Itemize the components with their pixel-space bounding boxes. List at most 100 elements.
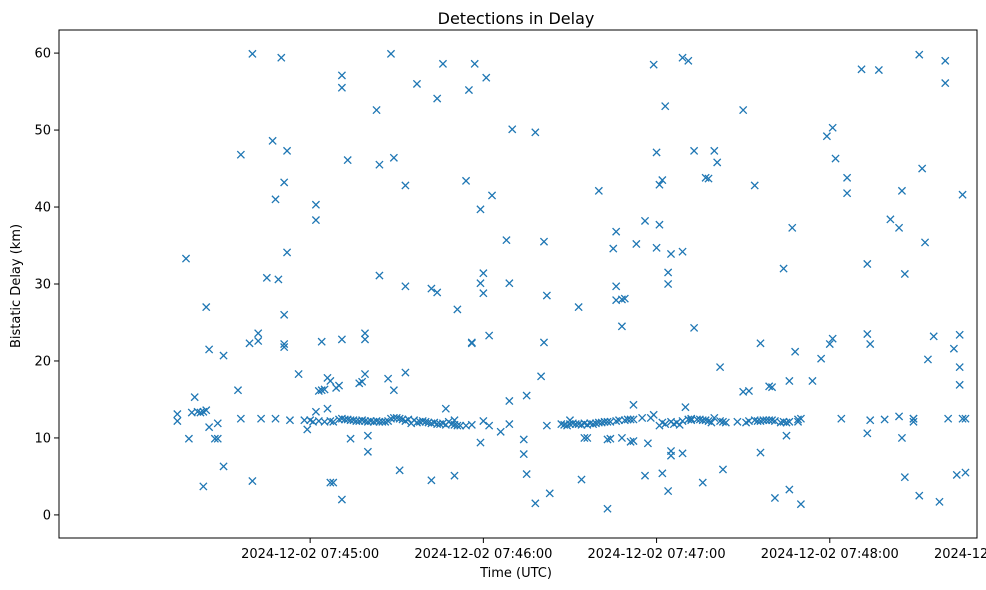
data-point <box>678 247 687 256</box>
data-point <box>920 238 930 247</box>
data-point <box>923 355 932 364</box>
data-point <box>617 295 626 304</box>
data-point <box>427 284 436 293</box>
data-point <box>476 205 485 214</box>
data-point <box>314 386 323 396</box>
data-point <box>955 330 964 339</box>
data-point <box>744 386 754 396</box>
data-point <box>505 279 514 288</box>
data-point <box>655 220 664 229</box>
data-point <box>311 200 320 209</box>
data-point <box>542 291 551 300</box>
data-point <box>415 417 424 426</box>
y-tick-label: 10 <box>34 431 51 446</box>
data-point <box>600 417 609 426</box>
data-point <box>193 407 202 416</box>
data-point <box>326 376 335 386</box>
data-point <box>666 249 676 259</box>
data-point <box>756 339 765 348</box>
data-point <box>453 421 462 430</box>
data-point <box>961 468 970 477</box>
data-point <box>620 294 629 303</box>
data-point <box>949 344 958 353</box>
data-point <box>652 243 661 252</box>
data-point <box>375 271 384 280</box>
data-point <box>828 334 837 343</box>
data-point <box>603 417 612 426</box>
data-point <box>257 414 266 423</box>
data-point <box>219 351 228 360</box>
data-point <box>785 485 794 494</box>
data-point <box>389 153 398 162</box>
data-point <box>770 493 779 503</box>
data-point <box>900 473 909 482</box>
y-tick-label: 30 <box>34 278 51 293</box>
data-point <box>609 244 618 253</box>
data-point <box>496 427 505 436</box>
data-point <box>897 186 907 195</box>
data-point <box>202 303 211 312</box>
data-point <box>897 433 907 442</box>
data-point <box>363 417 372 426</box>
data-point <box>433 288 442 297</box>
data-point <box>326 478 335 487</box>
data-point <box>756 448 765 457</box>
data-point <box>690 146 699 155</box>
data-point <box>502 236 511 245</box>
data-point <box>915 491 924 500</box>
data-point <box>173 410 182 419</box>
data-point <box>614 416 624 425</box>
data-point <box>268 136 277 145</box>
data-point <box>915 50 924 59</box>
data-point <box>557 420 566 429</box>
data-point <box>421 417 430 426</box>
data-point <box>770 416 779 426</box>
data-point <box>929 332 938 341</box>
data-point <box>329 417 338 426</box>
data-point <box>219 462 228 471</box>
data-point <box>629 436 638 446</box>
data-point <box>733 417 742 426</box>
data-point <box>565 420 575 429</box>
data-point <box>355 416 364 426</box>
data-point <box>334 381 344 390</box>
data-point <box>750 181 759 190</box>
data-point <box>433 94 442 103</box>
data-point <box>401 368 410 377</box>
data-point <box>505 396 514 406</box>
data-point <box>785 417 794 426</box>
data-point <box>205 423 214 432</box>
data-point <box>456 421 465 430</box>
plot-frame <box>58 29 978 539</box>
data-point <box>831 154 840 163</box>
data-point <box>545 489 554 498</box>
data-point <box>453 305 462 314</box>
data-point <box>716 416 725 426</box>
data-point <box>395 466 404 475</box>
data-point <box>941 79 950 88</box>
data-point <box>343 156 352 165</box>
data-point <box>678 449 687 458</box>
data-point <box>684 415 693 424</box>
data-point <box>412 418 422 427</box>
data-point <box>866 339 875 349</box>
data-point <box>375 417 384 426</box>
data-point <box>863 259 872 269</box>
data-point <box>721 418 730 427</box>
data-point <box>918 164 927 173</box>
data-point <box>779 417 788 426</box>
data-point <box>643 439 652 448</box>
data-point <box>236 414 245 423</box>
y-axis-label: Bistatic Delay (km) <box>9 224 24 348</box>
data-point <box>629 400 638 409</box>
x-tick-label: 2024-12-02 07:46:00 <box>414 547 552 562</box>
data-point <box>782 418 791 427</box>
data-point <box>450 471 459 480</box>
data-point <box>632 239 641 249</box>
data-point <box>664 486 673 496</box>
data-point <box>418 416 427 426</box>
data-point <box>363 431 372 440</box>
data-point <box>793 415 803 424</box>
data-point <box>360 416 370 426</box>
data-point <box>508 125 517 134</box>
